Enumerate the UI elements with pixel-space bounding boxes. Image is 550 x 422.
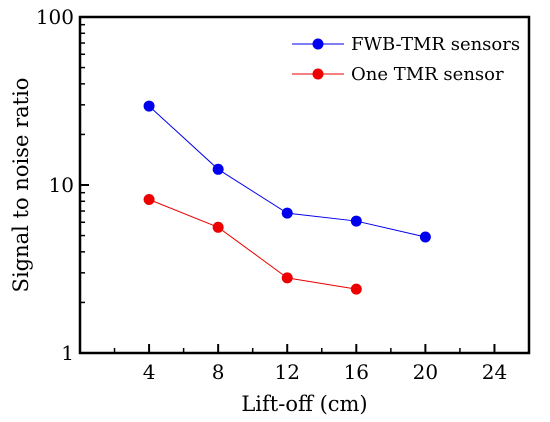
data-point — [143, 193, 155, 205]
legend-marker — [312, 38, 324, 50]
x-axis-ticks: 4 8 12 16 20 24 — [113, 344, 507, 384]
y-axis-ticks: 1 10 100 — [36, 5, 89, 365]
data-point — [143, 100, 155, 112]
data-point — [419, 231, 431, 243]
x-tick-label: 16 — [344, 360, 369, 384]
legend-marker — [312, 68, 324, 80]
y-tick-label: 10 — [49, 173, 74, 197]
y-tick-label: 100 — [36, 5, 74, 29]
y-axis-title: Signal to noise ratio — [9, 78, 33, 293]
legend-label: FWB-TMR sensors — [351, 34, 520, 55]
data-point — [350, 215, 362, 227]
x-tick-label: 8 — [212, 360, 225, 384]
series-line-1 — [148, 199, 357, 290]
data-point — [281, 207, 293, 219]
x-axis-title: Lift-off (cm) — [241, 392, 367, 416]
x-tick-label: 12 — [275, 360, 300, 384]
y-tick-label: 1 — [61, 341, 74, 365]
data-point — [212, 163, 224, 175]
data-point — [350, 283, 362, 295]
x-tick-label: 4 — [143, 360, 156, 384]
data-point — [212, 221, 224, 233]
x-tick-label: 24 — [482, 360, 507, 384]
data-point — [281, 272, 293, 284]
legend-label: One TMR sensor — [351, 64, 504, 85]
series-layer — [143, 100, 431, 295]
x-tick-label: 20 — [413, 360, 438, 384]
legend: FWB-TMR sensors One TMR sensor — [292, 34, 520, 85]
